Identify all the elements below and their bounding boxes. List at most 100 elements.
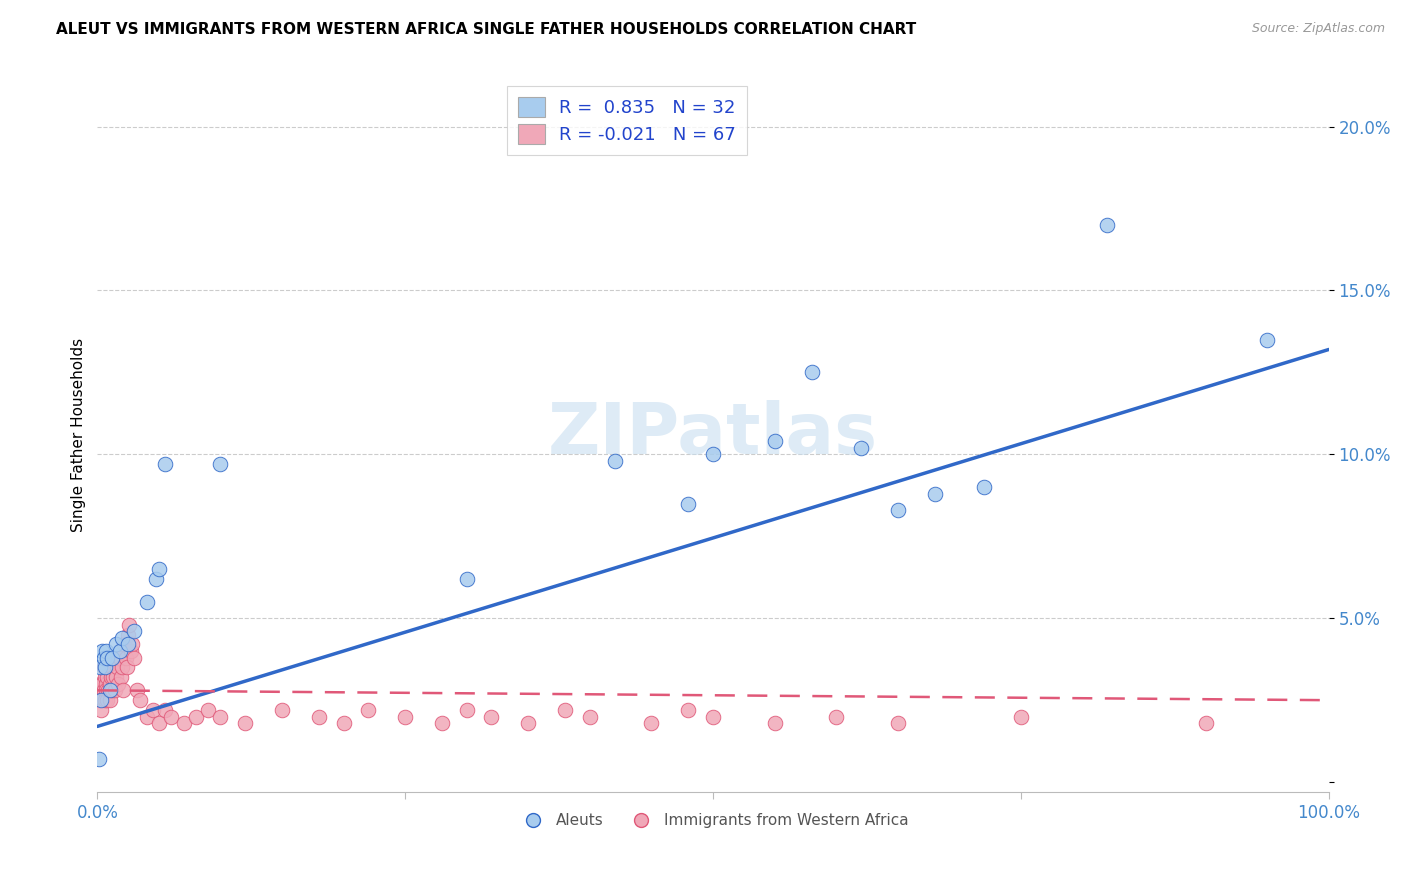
Point (93, 660, 115, 674)
Point (233, 716, 256, 731)
Point (763, 716, 786, 731)
Point (148, 562, 170, 576)
Point (110, 670, 132, 684)
Point (91, 644, 114, 658)
Point (93, 650, 115, 665)
Point (101, 650, 124, 665)
Point (148, 716, 170, 731)
Y-axis label: Single Father Households: Single Father Households (72, 338, 86, 532)
Point (135, 709, 157, 723)
Point (153, 703, 176, 717)
Text: ALEUT VS IMMIGRANTS FROM WESTERN AFRICA SINGLE FATHER HOUSEHOLDS CORRELATION CHA: ALEUT VS IMMIGRANTS FROM WESTERN AFRICA … (56, 22, 917, 37)
Point (702, 709, 724, 723)
Point (94, 683, 117, 698)
Point (101, 683, 124, 698)
Point (120, 644, 142, 658)
Point (481, 709, 503, 723)
Point (112, 683, 135, 698)
Point (129, 693, 152, 707)
Point (104, 650, 127, 665)
Point (357, 703, 380, 717)
Point (640, 716, 662, 731)
Point (89, 677, 111, 691)
Point (678, 703, 700, 717)
Point (97, 683, 120, 698)
Point (104, 683, 127, 698)
Point (678, 496, 700, 510)
Point (308, 709, 330, 723)
Point (111, 660, 134, 674)
Point (1194, 716, 1216, 731)
Point (87, 693, 110, 707)
Point (184, 709, 207, 723)
Point (142, 703, 165, 717)
Point (104, 670, 127, 684)
Point (849, 441, 872, 455)
Point (973, 480, 995, 494)
Point (924, 486, 946, 500)
Point (763, 434, 786, 449)
Point (825, 709, 848, 723)
Point (887, 503, 910, 517)
Point (114, 650, 136, 665)
Point (145, 572, 167, 586)
Point (1095, 218, 1118, 232)
Point (98, 683, 121, 698)
Point (96, 650, 118, 665)
Point (209, 709, 232, 723)
Point (118, 617, 141, 632)
Point (115, 660, 138, 674)
Point (160, 709, 183, 723)
Point (108, 650, 131, 665)
Point (108, 644, 131, 658)
Point (1010, 709, 1032, 723)
Point (117, 637, 139, 651)
Point (93, 693, 115, 707)
Point (271, 703, 294, 717)
Point (96, 670, 118, 684)
Point (517, 716, 540, 731)
Point (702, 447, 724, 461)
Point (603, 454, 626, 468)
Point (173, 716, 195, 731)
Point (105, 660, 128, 674)
Point (100, 670, 122, 684)
Legend: Aleuts, Immigrants from Western Africa: Aleuts, Immigrants from Western Africa (512, 807, 915, 834)
Point (117, 627, 139, 641)
Point (887, 716, 910, 731)
Point (394, 709, 416, 723)
Point (93, 660, 115, 674)
Point (430, 716, 453, 731)
Point (114, 637, 136, 651)
Point (93, 683, 115, 698)
Point (93, 670, 115, 684)
Point (456, 703, 478, 717)
Point (124, 624, 146, 639)
Text: ZIPatlas: ZIPatlas (548, 401, 879, 469)
Point (91, 677, 114, 691)
Point (103, 670, 125, 684)
Point (96, 693, 118, 707)
Point (332, 716, 354, 731)
Point (579, 709, 602, 723)
Point (800, 366, 823, 380)
Point (554, 703, 576, 717)
Point (98, 693, 121, 707)
Point (125, 683, 148, 698)
Point (94, 677, 117, 691)
Point (456, 572, 478, 586)
Point (94, 644, 117, 658)
Point (111, 631, 134, 645)
Point (89, 660, 111, 674)
Point (121, 637, 143, 651)
Point (104, 637, 127, 651)
Point (107, 677, 129, 691)
Text: Source: ZipAtlas.com: Source: ZipAtlas.com (1251, 22, 1385, 36)
Point (153, 457, 176, 471)
Point (1256, 333, 1278, 347)
Point (87, 752, 110, 766)
Point (101, 660, 124, 674)
Point (197, 703, 219, 717)
Point (135, 595, 157, 609)
Point (90, 703, 112, 717)
